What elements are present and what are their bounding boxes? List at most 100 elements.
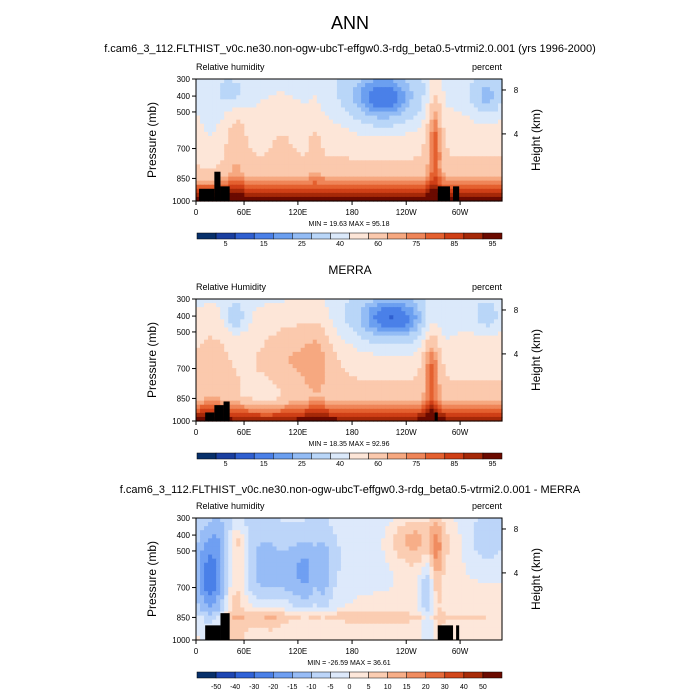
field-cell xyxy=(284,299,290,304)
field-cell xyxy=(220,327,225,333)
field-cell xyxy=(353,343,358,349)
field-cell xyxy=(389,99,394,104)
field-cell xyxy=(336,164,342,170)
field-cell xyxy=(417,135,423,141)
field-cell xyxy=(244,180,249,186)
field-cell xyxy=(365,380,370,385)
field-cell xyxy=(477,315,483,320)
field-cell xyxy=(332,396,338,402)
field-cell xyxy=(349,351,354,357)
field-cell xyxy=(357,384,362,390)
field-cell xyxy=(284,188,290,194)
field-cell xyxy=(280,172,286,178)
field-cell xyxy=(304,160,310,165)
field-cell xyxy=(409,380,415,385)
field-cell xyxy=(204,148,209,153)
field-cell xyxy=(292,176,298,182)
field-cell xyxy=(304,192,310,198)
field-cell xyxy=(361,95,366,100)
field-cell xyxy=(324,160,330,165)
field-cell xyxy=(409,144,415,149)
field-cell xyxy=(232,343,237,349)
field-cell xyxy=(369,400,374,406)
field-cell xyxy=(204,111,209,117)
field-cell xyxy=(220,372,225,377)
field-cell xyxy=(385,299,390,304)
field-cell xyxy=(393,307,398,312)
colorbar-label: 85 xyxy=(450,461,458,468)
field-cell xyxy=(344,156,350,161)
field-cell xyxy=(252,152,257,157)
field-cell xyxy=(312,404,318,410)
field-cell xyxy=(397,518,402,523)
field-cell xyxy=(381,91,386,96)
field-cell xyxy=(340,176,346,182)
field-cell xyxy=(409,156,415,161)
field-cell xyxy=(485,87,491,92)
field-cell xyxy=(296,311,302,316)
field-cell xyxy=(485,79,491,84)
field-cell xyxy=(224,91,229,96)
field-cell xyxy=(489,196,495,202)
field-cell xyxy=(377,522,382,527)
field-cell xyxy=(449,299,455,304)
field-cell xyxy=(220,148,225,153)
field-cell xyxy=(232,119,237,125)
field-cell xyxy=(300,188,306,194)
field-cell xyxy=(349,131,354,137)
field-cell xyxy=(236,327,241,333)
field-cell xyxy=(353,416,358,422)
field-cell xyxy=(365,343,370,349)
field-cell xyxy=(361,335,366,341)
field-cell xyxy=(212,380,217,385)
field-cell xyxy=(497,351,503,357)
field-cell xyxy=(361,148,366,153)
field-cell xyxy=(369,164,374,170)
field-cell xyxy=(401,392,406,398)
field-cell xyxy=(369,111,374,117)
field-cell xyxy=(240,311,245,316)
field-cell xyxy=(276,364,282,369)
field-cell xyxy=(276,408,282,414)
field-cell xyxy=(349,140,354,145)
field-cell xyxy=(232,156,237,161)
field-cell xyxy=(361,127,366,133)
field-cell xyxy=(381,111,386,117)
field-cell xyxy=(240,392,245,398)
field-cell xyxy=(288,176,294,182)
field-cell xyxy=(421,518,427,523)
panel-1: f.cam6_3_112.FLTHIST_v0c.ne30.non-ogw-ub… xyxy=(104,43,596,248)
field-cell xyxy=(473,135,479,141)
field-cell xyxy=(381,323,386,329)
field-cell xyxy=(292,351,298,357)
field-cell xyxy=(228,188,233,194)
field-cell xyxy=(288,111,294,117)
field-cell xyxy=(264,299,270,304)
field-cell xyxy=(429,408,435,414)
field-cell xyxy=(316,368,322,373)
field-cell xyxy=(236,99,241,104)
field-cell xyxy=(304,176,310,182)
field-cell xyxy=(340,319,346,324)
field-cell xyxy=(288,180,294,186)
field-cell xyxy=(365,526,370,531)
field-cell xyxy=(260,331,266,337)
field-cell xyxy=(369,416,374,422)
field-cell xyxy=(272,400,278,406)
field-cell xyxy=(453,319,459,324)
field-cell xyxy=(240,384,245,390)
field-cell xyxy=(373,396,378,402)
field-cell xyxy=(252,196,257,202)
field-cell xyxy=(493,123,499,129)
field-cell xyxy=(405,392,410,398)
field-cell xyxy=(349,196,354,202)
field-cell xyxy=(481,323,487,329)
field-cell xyxy=(336,135,342,141)
field-cell xyxy=(200,164,205,170)
field-cell xyxy=(268,327,274,333)
field-cell xyxy=(353,384,358,390)
colorbar-swatch xyxy=(234,452,255,460)
field-cell xyxy=(425,364,431,369)
field-cell xyxy=(377,400,382,406)
field-cell xyxy=(397,384,402,390)
